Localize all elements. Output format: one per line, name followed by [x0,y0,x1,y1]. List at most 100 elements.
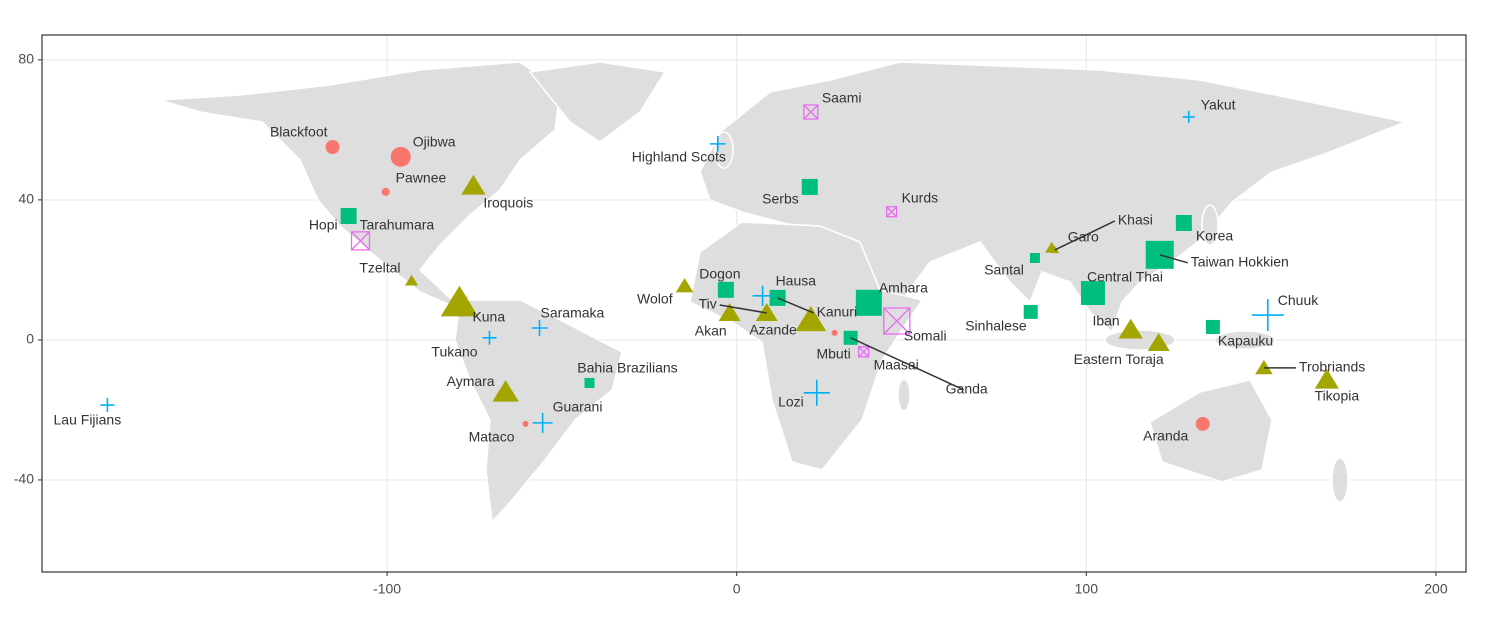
x-tick-label: 0 [733,581,741,597]
point-label: Blackfoot [270,124,328,140]
leader-line [1054,220,1116,251]
point-label: Khasi [1118,212,1153,228]
land [689,221,924,471]
point-label: Kapauku [1218,333,1273,349]
marker-triangle [461,174,486,195]
marker-boxed-x [857,346,870,358]
marker-circle [390,146,411,167]
land [1331,457,1349,503]
world-map [159,61,1408,524]
point-label: Mbuti [816,346,850,362]
marker-square [1205,319,1220,334]
marker-square [584,377,595,388]
point-label: Central Thai [1087,269,1163,285]
y-tick-label: 0 [26,331,34,347]
marker-square [855,289,882,316]
marker-circle [381,187,390,196]
point-label: Highland Scots [632,149,726,165]
point-label: Saramaka [541,305,605,321]
land [454,299,623,524]
point-label: Santal [984,262,1024,278]
point-label: Amhara [879,280,928,296]
point-label: Korea [1196,228,1234,244]
marker-square [1023,304,1038,319]
marker-plus [1251,299,1284,332]
point-label: Wolof [637,291,673,307]
marker-plus [1182,110,1195,123]
marker-boxed-x [885,206,898,218]
point-label: Somali [904,328,947,344]
land [1214,330,1276,350]
leader-line [850,337,964,391]
point-label: Kanuri [817,304,857,320]
point-label: Yakut [1201,97,1236,113]
point-label: Aymara [447,373,495,389]
x-tick-label: -100 [373,581,401,597]
land [159,61,561,311]
leader-line [719,304,767,314]
marker-plus [752,285,773,306]
leader-line [777,297,814,314]
land [1201,204,1219,246]
point-label: Kurds [902,189,939,205]
point-label: Hausa [776,273,817,289]
leader-line [1159,254,1188,264]
marker-triangle [440,285,479,317]
marker-triangle [1314,368,1339,389]
marker-triangle [1147,333,1170,352]
point-label: Tzeltal [359,259,400,275]
point-label: Eastern Toraja [1074,351,1164,367]
marker-plus [482,330,497,345]
land [897,378,911,412]
marker-triangle [1255,359,1273,375]
point-label: Mataco [469,429,515,445]
point-label: Tarahumara [360,217,435,233]
point-label: Lozi [778,393,804,409]
x-tick-label: 200 [1424,581,1448,597]
marker-triangle [404,274,419,286]
marker-boxed-x [883,307,911,335]
point-label: Ganda [946,381,988,397]
marker-square [717,281,734,298]
plot-border [41,34,1467,573]
land [528,61,667,143]
point-label: Guarani [553,399,603,415]
marker-triangle [718,302,741,321]
point-label: Bahia Brazilians [577,360,677,376]
point-label: Azande [749,322,797,338]
marker-square [1029,252,1040,263]
marker-triangle [492,380,519,402]
marker-triangle [795,305,827,332]
y-tick-label: 40 [18,191,34,207]
point-label: Saami [822,90,862,106]
marker-square [1080,280,1105,305]
point-label: Tikopia [1315,388,1360,404]
point-label: Iroquois [483,195,533,211]
marker-triangle [1118,318,1143,339]
point-label: Akan [695,323,727,339]
marker-circle [1195,416,1210,431]
point-label: Lau Fijians [54,412,122,428]
point-label: Tiv [699,296,717,312]
marker-square [801,178,818,195]
marker-plus [532,412,553,433]
point-label: Dogon [699,266,740,282]
point-label: Sinhalese [965,318,1027,334]
point-label: Serbs [762,191,799,207]
marker-square [1175,214,1192,231]
y-tick-label: 80 [18,51,34,67]
marker-plus [709,135,726,152]
land [1149,379,1273,483]
x-tick-label: 100 [1075,581,1099,597]
marker-boxed-x [803,104,819,120]
point-label: Ojibwa [413,134,456,150]
marker-boxed-x [350,231,371,251]
point-label: Iban [1092,312,1119,328]
point-label: Aranda [1143,428,1188,444]
marker-triangle [675,277,694,293]
point-label: Hopi [309,217,338,233]
marker-plus [531,320,548,337]
land [714,131,734,169]
marker-plus [803,379,830,406]
